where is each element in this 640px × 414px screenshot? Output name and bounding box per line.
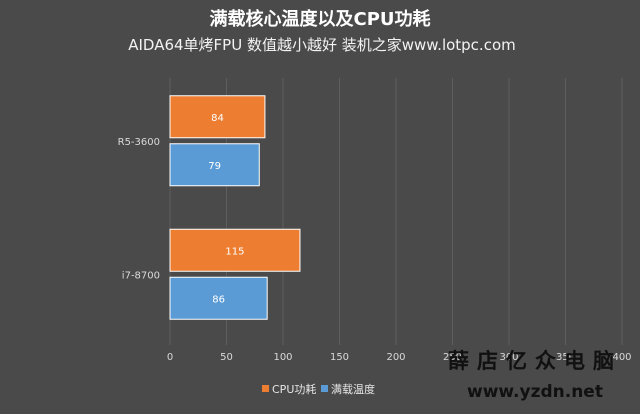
- x-tick-label: 50: [220, 352, 233, 363]
- category-labels: R5-3600 i7-8700: [118, 137, 160, 282]
- bar: [169, 276, 268, 320]
- x-tick-label: 250: [443, 352, 462, 363]
- bar-value-label: 84: [211, 113, 224, 124]
- bar-value-label: 115: [225, 246, 244, 257]
- legend-label: CPU功耗: [272, 383, 316, 396]
- category-label: i7-8700: [122, 270, 160, 281]
- x-tick-label: 300: [499, 352, 518, 363]
- bar: [169, 143, 260, 187]
- bars: 84 79 115 86: [169, 95, 301, 320]
- bar: [169, 95, 266, 139]
- watermark: 薛店亿众电脑 www.yzdn.net: [448, 348, 622, 402]
- legend-label: 满载温度: [331, 382, 375, 396]
- x-tick-label: 100: [273, 352, 292, 363]
- x-tick-label: 350: [556, 352, 575, 363]
- chart-title: 满载核心温度以及CPU功耗: [209, 8, 430, 30]
- x-axis-ticks: 0 50 100 150 200 250 300 350 400: [167, 352, 632, 363]
- x-tick-label: 0: [167, 352, 173, 363]
- watermark-text: 薛店亿众电脑: [448, 348, 622, 373]
- x-tick-label: 200: [386, 352, 405, 363]
- x-tick-label: 150: [330, 352, 349, 363]
- legend-swatch: [262, 385, 269, 392]
- category-label: R5-3600: [118, 137, 160, 148]
- legend: CPU功耗 满载温度: [262, 382, 375, 396]
- bar: [169, 228, 301, 272]
- x-tick-label: 400: [612, 352, 631, 363]
- watermark-url: www.yzdn.net: [467, 382, 603, 402]
- bar-value-label: 86: [212, 294, 225, 305]
- legend-swatch: [321, 385, 328, 392]
- chart-subtitle: AIDA64单烤FPU 数值越小越好 装机之家www.lotpc.com: [128, 36, 516, 54]
- bar-value-label: 79: [208, 161, 221, 172]
